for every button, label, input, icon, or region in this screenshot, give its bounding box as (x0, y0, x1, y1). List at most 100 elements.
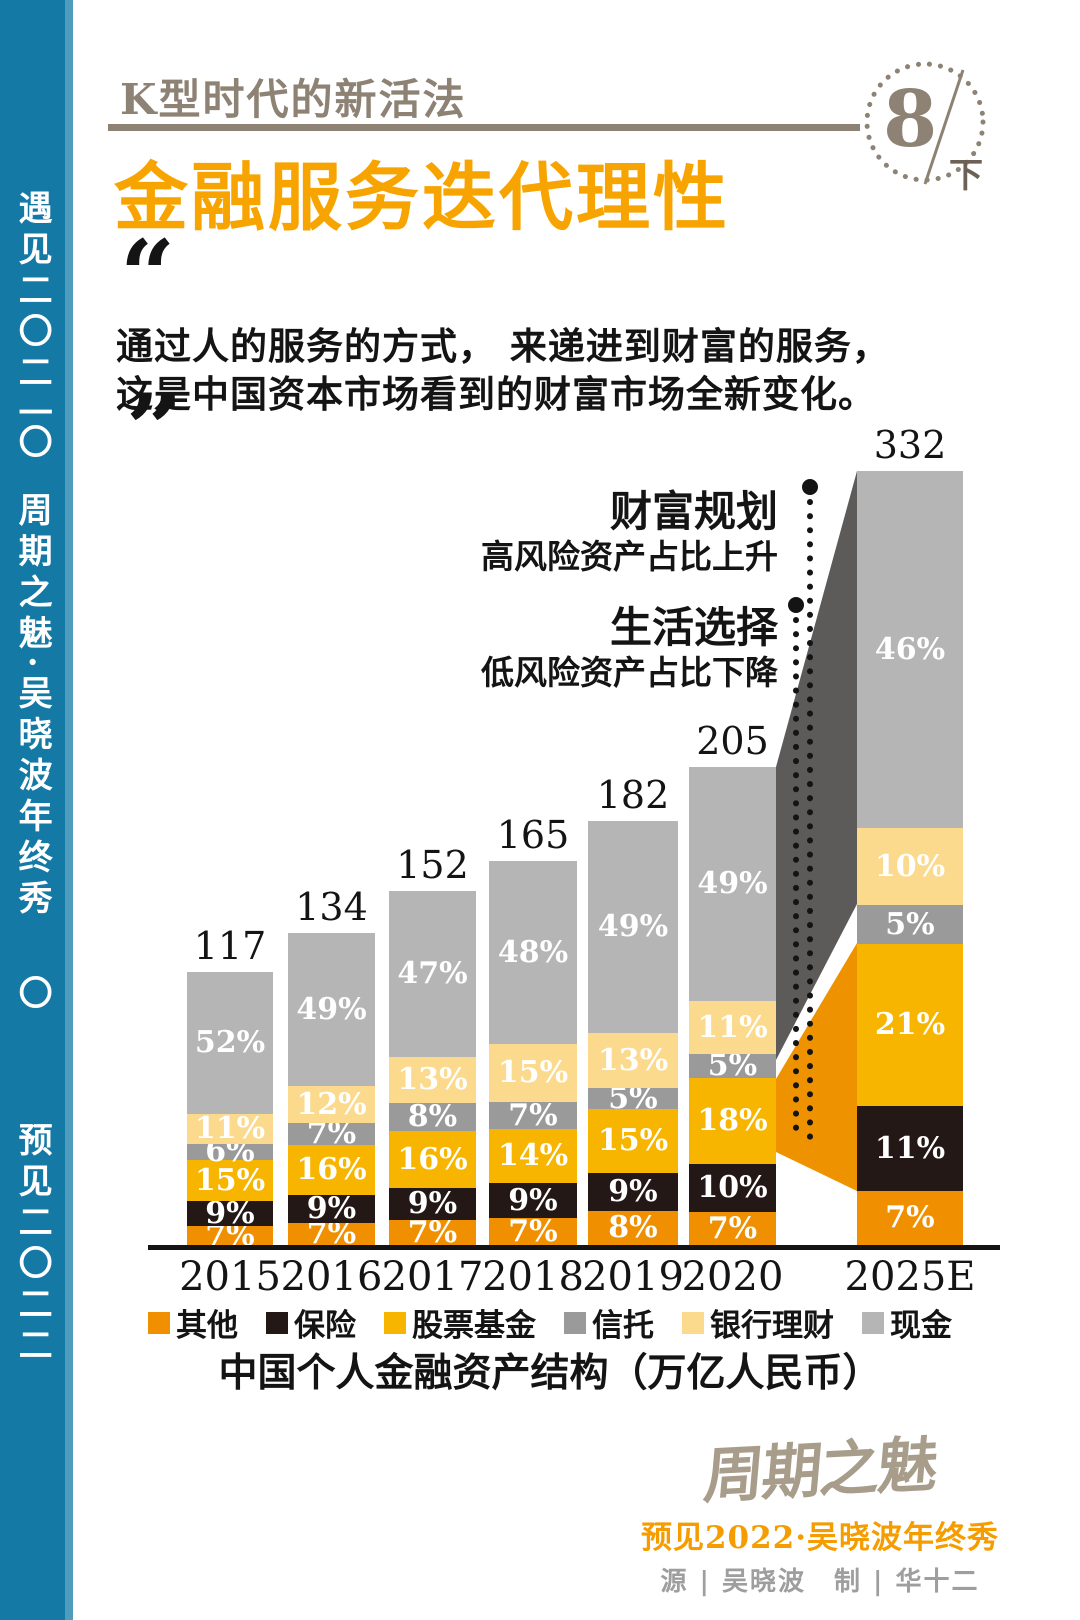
legend-item-现金: 现金 (862, 1300, 952, 1345)
legend-swatch-icon (384, 1311, 406, 1334)
segment-value-label: 49% (697, 866, 768, 901)
episode-badge: 8 下 (855, 52, 995, 196)
segment-value-label: 14% (497, 1138, 569, 1173)
segment-2020-股票基金: 18% (689, 1078, 776, 1164)
segment-2019-银行理财: 13% (588, 1033, 678, 1088)
segment-2019-现金: 49% (588, 821, 678, 1033)
segment-2016-股票基金: 16% (288, 1145, 375, 1195)
segment-2017-保险: 9% (389, 1188, 476, 1220)
segment-value-label: 5% (707, 1048, 758, 1083)
segment-value-label: 9% (407, 1186, 458, 1221)
segment-value-label: 15% (597, 1123, 669, 1158)
segment-value-label: 15% (194, 1162, 266, 1198)
segment-2019-保险: 9% (588, 1173, 678, 1211)
legend-swatch-icon (682, 1311, 704, 1334)
segment-2018-股票基金: 14% (489, 1129, 577, 1183)
segment-2020-银行理财: 11% (689, 1001, 776, 1054)
segment-2015-信托: 6% (187, 1137, 273, 1167)
segment-value-label: 47% (397, 956, 468, 991)
bar-total-2019: 182 (596, 773, 670, 817)
leader-dot-1 (802, 479, 818, 495)
segment-2016-银行理财: 12% (288, 1086, 375, 1123)
segment-value-label: 5% (608, 1080, 658, 1116)
legend-label: 保险 (294, 1308, 356, 1344)
segment-value-label: 7% (306, 1216, 357, 1251)
segment-value-label: 49% (296, 991, 367, 1027)
segment-value-label: 9% (508, 1182, 558, 1218)
segment-2017-信托: 8% (389, 1102, 476, 1132)
legend-swatch-icon (564, 1311, 586, 1334)
segment-2015-现金: 52% (187, 972, 273, 1114)
open-quote-icon: “ (120, 219, 176, 332)
segment-2020-其他: 7% (689, 1212, 776, 1245)
segment-value-label: 9% (306, 1191, 357, 1226)
x-axis-label-2020: 2020 (681, 1254, 784, 1300)
x-axis-label-2016: 2016 (280, 1254, 383, 1300)
segment-2025E-现金: 46% (857, 471, 963, 828)
chart-caption: 中国个人金融资产结构（万亿人民币） (218, 1350, 882, 1396)
bar-total-2015: 117 (193, 924, 267, 968)
segment-2016-其他: 7% (288, 1219, 375, 1249)
sidebar-text-middle: 周期之魅·吴晓波年终秀 (12, 492, 53, 921)
segment-2016-信托: 7% (288, 1119, 375, 1149)
footer-logo-calligraphy: 周期之魅 (701, 1429, 939, 1513)
legend-label: 现金 (890, 1308, 952, 1344)
segment-value-label: 16% (296, 1152, 367, 1187)
segment-2017-现金: 47% (389, 891, 476, 1057)
close-quote-icon: ” (126, 373, 182, 486)
x-axis-label-2025E: 2025E (844, 1254, 976, 1300)
quote-line-1: 通过人的服务的方式， 来递进到财富的服务， (116, 324, 890, 368)
bar-total-2025E: 332 (873, 423, 947, 467)
slash-icon (923, 69, 965, 185)
segment-value-label: 7% (508, 1097, 558, 1133)
segment-2020-保险: 10% (689, 1164, 776, 1212)
segment-value-label: 5% (885, 906, 935, 942)
legend-item-其他: 其他 (148, 1300, 238, 1345)
legend-label: 银行理财 (710, 1308, 834, 1344)
annotation-2-title: 生活选择 (609, 603, 778, 652)
annotation-1-subtitle: 高风险资产占比上升 (481, 537, 778, 576)
legend-item-股票基金: 股票基金 (384, 1300, 536, 1345)
segment-value-label: 8% (608, 1210, 658, 1245)
segment-value-label: 12% (296, 1086, 367, 1122)
legend-swatch-icon (862, 1311, 884, 1334)
segment-value-label: 7% (508, 1213, 558, 1249)
x-axis-line (148, 1245, 1000, 1250)
segment-2016-保险: 9% (288, 1191, 375, 1226)
quote-line-2: 这是中国资本市场看到的财富市场全新变化。 (116, 372, 876, 416)
legend-item-信托: 信托 (564, 1300, 654, 1345)
segment-value-label: 18% (697, 1103, 768, 1138)
segment-2019-股票基金: 15% (588, 1109, 678, 1173)
segment-2015-保险: 9% (187, 1195, 273, 1231)
footer-credits: 源 | 吴晓波 制 | 华十二 (660, 1567, 980, 1597)
segment-2016-现金: 49% (288, 933, 375, 1086)
segment-2018-保险: 9% (489, 1183, 577, 1218)
legend-item-银行理财: 银行理财 (682, 1300, 834, 1345)
segment-value-label: 46% (874, 631, 946, 667)
segment-value-label: 10% (697, 1170, 768, 1205)
leader-dot-2 (788, 597, 804, 613)
segment-2015-股票基金: 15% (187, 1160, 273, 1201)
segment-value-label: 11% (194, 1111, 266, 1146)
sidebar-text-top: 遇见二〇二一 (12, 190, 53, 436)
segment-2018-银行理财: 15% (489, 1044, 577, 1102)
segment-value-label: 7% (707, 1210, 758, 1246)
legend-swatch-icon (266, 1311, 288, 1334)
legend-swatch-icon (148, 1311, 170, 1334)
bar-total-2017: 152 (396, 843, 469, 887)
segment-value-label: 21% (874, 1007, 946, 1042)
x-axis-label-2017: 2017 (381, 1254, 484, 1300)
segment-value-label: 7% (885, 1200, 935, 1235)
bar-total-2016: 134 (295, 885, 368, 929)
segment-value-label: 9% (205, 1195, 255, 1231)
segment-value-label: 10% (874, 848, 946, 884)
segment-2019-信托: 5% (588, 1083, 678, 1113)
sidebar-text-bottom: 预见二〇二二 (12, 1122, 53, 1368)
page-title: 金融服务迭代理性 (114, 155, 730, 241)
legend-label: 其他 (176, 1308, 238, 1344)
bar-total-2018: 165 (496, 813, 570, 857)
segment-value-label: 13% (397, 1062, 468, 1097)
segment-value-label: 9% (608, 1174, 658, 1209)
